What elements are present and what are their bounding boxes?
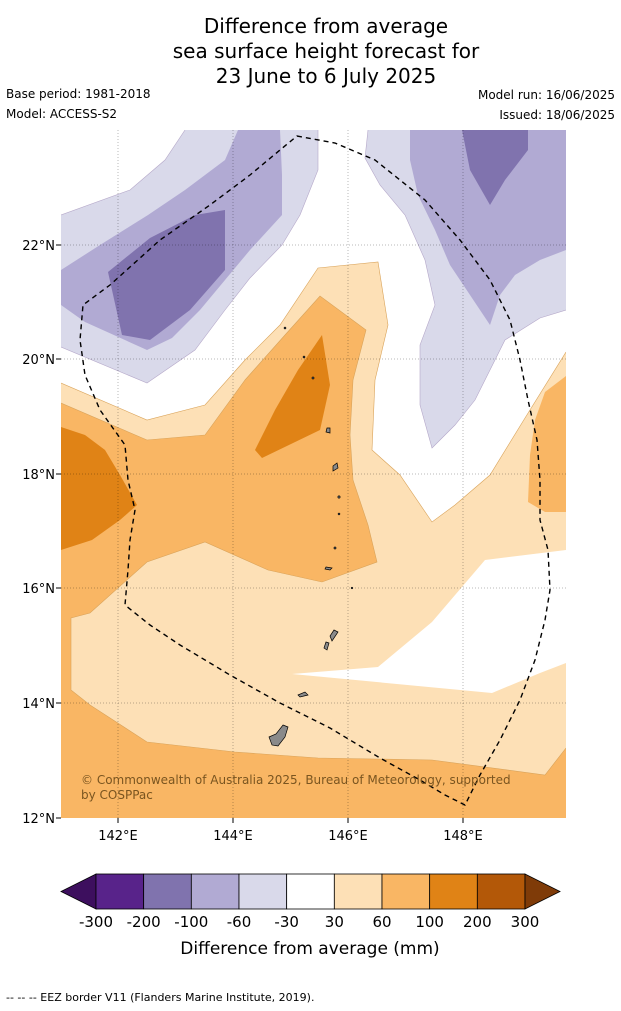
colorbar-label: Difference from average (mm) (180, 939, 439, 959)
colorbar-extend-low (60, 873, 97, 910)
model-name: Model: ACCESS-S2 (6, 107, 118, 121)
colorbar-tick-label: -30 (274, 913, 299, 931)
colorbar-swatch (381, 873, 431, 910)
colorbar-swatch (476, 873, 526, 910)
lat-label: 22°N (22, 239, 55, 254)
longitude-labels: 142°E 144°E 146°E 148°E (98, 829, 483, 844)
island-tinian (323, 641, 330, 651)
island-asuncion (311, 376, 315, 380)
colorbar-swatch (429, 873, 478, 910)
title-line-2: sea surface height forecast for (172, 39, 480, 63)
contour-pos-100-to-200-west (61, 427, 137, 550)
lon-label: 142°E (98, 829, 138, 844)
lon-label: 146°E (328, 829, 368, 844)
eez-legend: -- -- -- EEZ border V11 (Flanders Marine… (6, 991, 315, 1004)
lat-label: 20°N (22, 353, 55, 368)
island-farallon (283, 326, 287, 330)
colorbar-swatch (143, 873, 192, 910)
island-anatahan (324, 566, 333, 571)
colorbar-swatch (333, 873, 383, 910)
island-rota (297, 691, 309, 698)
axis-ticks (56, 244, 464, 823)
island-maug (302, 355, 306, 359)
contour-neg-100-to-200-east (462, 130, 528, 205)
islands (268, 326, 354, 747)
lat-label: 12°N (22, 812, 55, 827)
colorbar: -300 -200 -100 -60 -30 30 60 100 200 300 (60, 873, 561, 931)
colorbar-tick-label: 200 (463, 913, 492, 931)
island-saipan (329, 629, 339, 642)
lon-label: 148°E (443, 829, 483, 844)
lat-label: 14°N (22, 697, 55, 712)
island-medinilla (350, 586, 354, 590)
colorbar-swatch (238, 873, 288, 910)
colorbar-extend-high (524, 873, 561, 910)
colorbar-swatch (286, 873, 335, 910)
contour-pos-100-to-200-central (255, 335, 330, 458)
colorbar-tick-label: 300 (511, 913, 540, 931)
model-run: Model run: 16/06/2025 (477, 88, 615, 102)
island-alamagan (337, 495, 341, 499)
colorbar-tick-label: -100 (174, 913, 208, 931)
colorbar-tick-label: -300 (79, 913, 113, 931)
contour-gap-zero-to-30 (292, 550, 566, 693)
copyright-line-1: © Commonwealth of Australia 2025, Bureau… (81, 773, 511, 787)
contour-pos-60-to-100-main (61, 296, 566, 818)
latitude-labels: 22°N 20°N 18°N 16°N 14°N 12°N (22, 239, 55, 827)
lat-label: 18°N (22, 468, 55, 483)
island-guam (268, 724, 289, 747)
base-period: Base period: 1981-2018 (6, 87, 151, 101)
island-pagan (332, 462, 339, 472)
colorbar-tick-label: -200 (127, 913, 161, 931)
island-sarigan (333, 546, 337, 550)
title-line-3: 23 June to 6 July 2025 (215, 64, 437, 88)
island-agrihan (325, 427, 331, 434)
contour-lines-negative (61, 130, 566, 449)
gridlines (61, 130, 566, 818)
colorbar-tick-label: 60 (372, 913, 391, 931)
issued-date: Issued: 18/06/2025 (499, 108, 615, 122)
contour-neg-100-to-200-west (108, 210, 225, 340)
title: Difference from average sea surface heig… (0, 14, 621, 89)
colorbar-swatch (95, 873, 145, 910)
lon-label: 144°E (213, 829, 253, 844)
copyright-line-2: by COSPPac (81, 788, 153, 802)
island-guguan (337, 512, 341, 516)
eez-border (79, 135, 551, 806)
colorbar-tick-label: 100 (415, 913, 444, 931)
contour-neg-60-to-100-east (410, 130, 566, 325)
colorbar-swatch (190, 873, 240, 910)
title-line-1: Difference from average (203, 14, 449, 38)
anomaly-field: © Commonwealth of Australia 2025, Bureau… (61, 130, 566, 818)
contour-pos-60-to-100-east (528, 376, 566, 512)
colorbar-tick-label: -60 (227, 913, 252, 931)
contour-lines-positive (61, 261, 566, 776)
lat-label: 16°N (22, 582, 55, 597)
colorbar-tick-label: 30 (325, 913, 344, 931)
